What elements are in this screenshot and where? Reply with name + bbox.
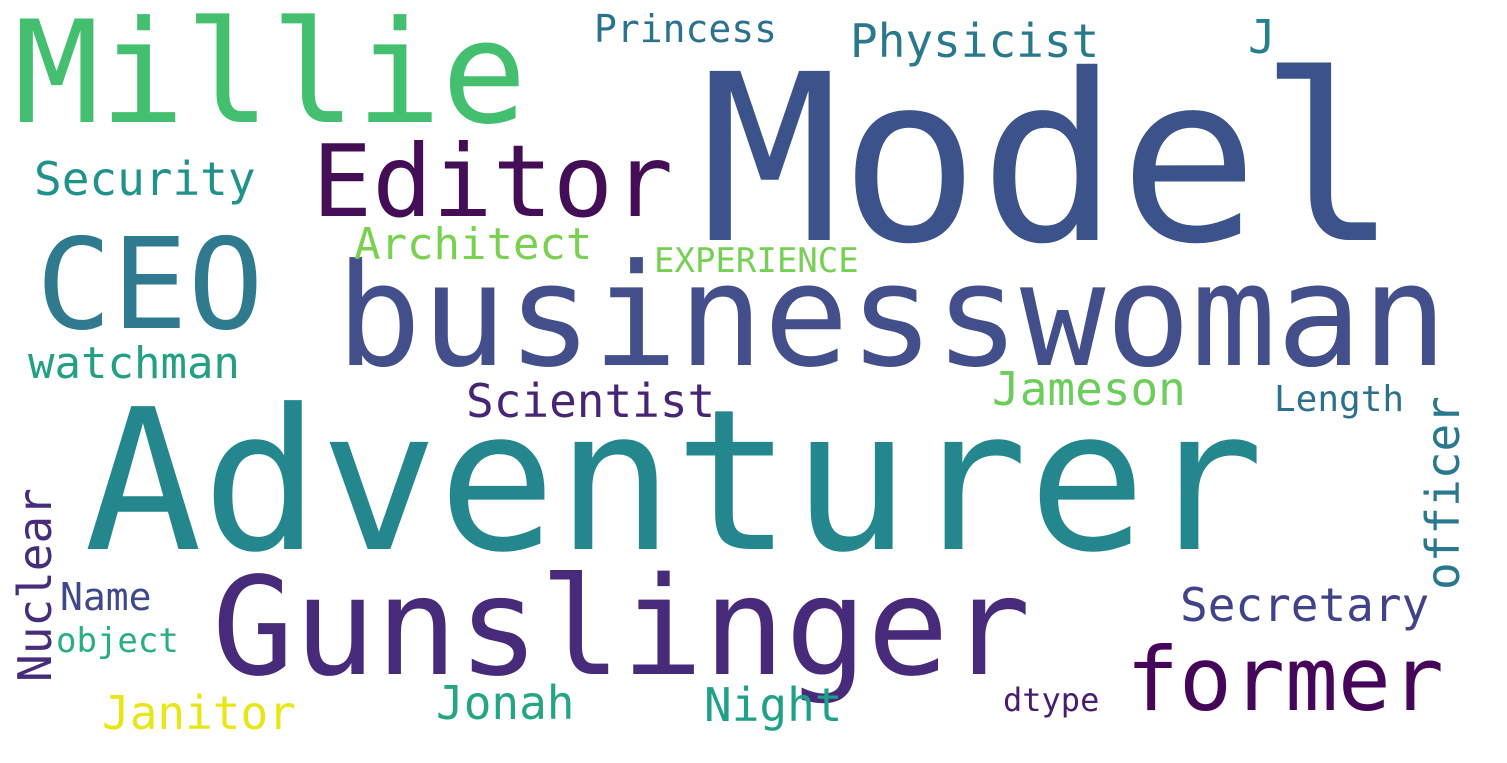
- word-night: Night: [704, 678, 843, 732]
- word-scientist: Scientist: [466, 374, 716, 428]
- word-name: Name: [60, 575, 152, 619]
- word-princess: Princess: [594, 7, 778, 51]
- word-security: Security: [34, 152, 256, 206]
- word-adventurer: Adventurer: [84, 368, 1265, 596]
- word-secretary: Secretary: [1180, 578, 1430, 632]
- word-object: object: [56, 621, 179, 661]
- word-length: Length: [1274, 379, 1405, 420]
- word-j: J: [1248, 10, 1276, 64]
- word-model: Model: [700, 25, 1399, 295]
- word-experience: EXPERIENCE: [654, 241, 859, 281]
- word-officer: officer: [1416, 396, 1470, 590]
- word-janitor: Janitor: [102, 686, 296, 740]
- word-jonah: Jonah: [436, 676, 575, 730]
- word-millie: Millie: [14, 0, 527, 156]
- word-watchman: watchman: [28, 338, 240, 389]
- word-former: former: [1126, 628, 1444, 731]
- word-businesswoman: businesswoman: [336, 234, 1448, 399]
- word-dtype: dtype: [1003, 681, 1100, 719]
- word-physicist: Physicist: [850, 14, 1100, 68]
- word-gunslinger: Gunslinger: [212, 549, 1031, 707]
- word-nuclear: Nuclear: [8, 488, 62, 682]
- word-architect: Architect: [354, 219, 593, 270]
- word-editor: Editor: [312, 123, 674, 240]
- word-jameson: Jameson: [992, 362, 1186, 416]
- word-ceo: CEO: [36, 211, 264, 358]
